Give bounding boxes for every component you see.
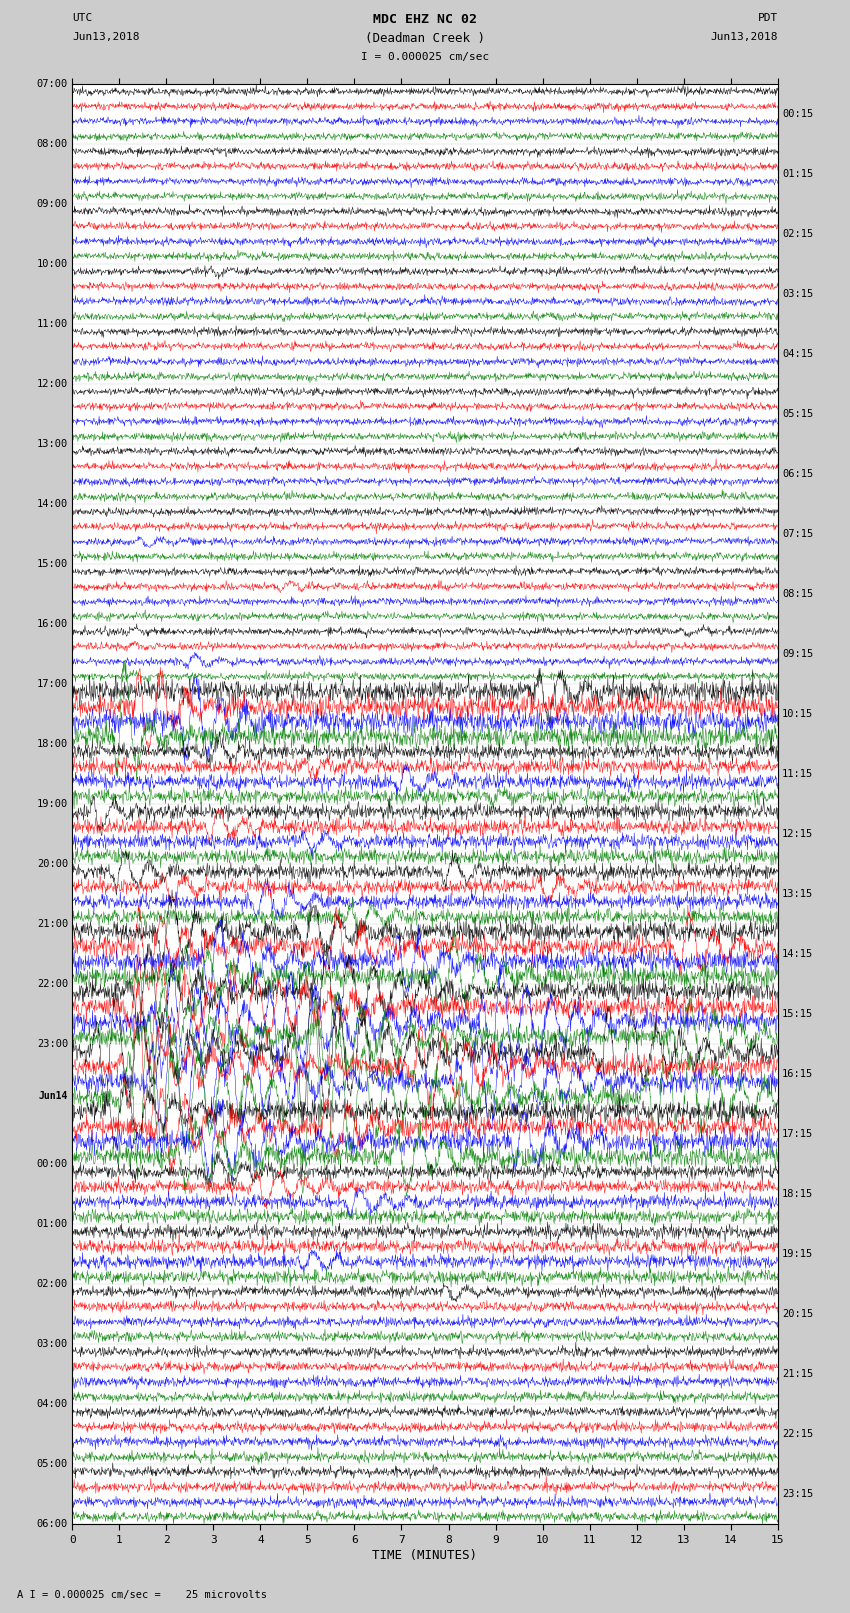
Text: 21:00: 21:00 <box>37 919 68 929</box>
Text: 02:00: 02:00 <box>37 1279 68 1289</box>
Text: 00:15: 00:15 <box>782 110 813 119</box>
Text: Jun13,2018: Jun13,2018 <box>72 32 139 42</box>
Text: 17:00: 17:00 <box>37 679 68 689</box>
Text: 08:15: 08:15 <box>782 589 813 598</box>
Text: 09:00: 09:00 <box>37 198 68 210</box>
Text: 12:15: 12:15 <box>782 829 813 839</box>
Text: Jun14: Jun14 <box>38 1090 68 1102</box>
Text: 16:15: 16:15 <box>782 1069 813 1079</box>
Text: 00:00: 00:00 <box>37 1160 68 1169</box>
Text: 21:15: 21:15 <box>782 1369 813 1379</box>
Text: 13:00: 13:00 <box>37 439 68 448</box>
Text: 04:15: 04:15 <box>782 348 813 360</box>
Text: 09:15: 09:15 <box>782 648 813 660</box>
Text: 20:15: 20:15 <box>782 1310 813 1319</box>
Text: 18:00: 18:00 <box>37 739 68 748</box>
Text: 22:15: 22:15 <box>782 1429 813 1439</box>
Text: 01:00: 01:00 <box>37 1219 68 1229</box>
Text: 14:15: 14:15 <box>782 948 813 960</box>
Text: 17:15: 17:15 <box>782 1129 813 1139</box>
Text: 07:15: 07:15 <box>782 529 813 539</box>
Text: 04:00: 04:00 <box>37 1398 68 1410</box>
Text: Jun13,2018: Jun13,2018 <box>711 32 778 42</box>
Text: 23:00: 23:00 <box>37 1039 68 1048</box>
Text: 05:15: 05:15 <box>782 410 813 419</box>
Text: 16:00: 16:00 <box>37 619 68 629</box>
Text: 02:15: 02:15 <box>782 229 813 239</box>
Text: 03:15: 03:15 <box>782 289 813 298</box>
Text: 05:00: 05:00 <box>37 1460 68 1469</box>
Text: 14:00: 14:00 <box>37 498 68 510</box>
Text: 10:15: 10:15 <box>782 710 813 719</box>
Text: 22:00: 22:00 <box>37 979 68 989</box>
Text: 01:15: 01:15 <box>782 169 813 179</box>
Text: UTC: UTC <box>72 13 93 23</box>
Text: 11:00: 11:00 <box>37 319 68 329</box>
Text: 10:00: 10:00 <box>37 260 68 269</box>
Text: PDT: PDT <box>757 13 778 23</box>
Text: 15:15: 15:15 <box>782 1010 813 1019</box>
Text: 15:00: 15:00 <box>37 560 68 569</box>
Text: 06:15: 06:15 <box>782 469 813 479</box>
Text: A I = 0.000025 cm/sec =    25 microvolts: A I = 0.000025 cm/sec = 25 microvolts <box>17 1590 267 1600</box>
Text: I = 0.000025 cm/sec: I = 0.000025 cm/sec <box>361 52 489 61</box>
Text: 19:00: 19:00 <box>37 798 68 810</box>
Text: 19:15: 19:15 <box>782 1248 813 1260</box>
Text: MDC EHZ NC 02: MDC EHZ NC 02 <box>373 13 477 26</box>
Text: (Deadman Creek ): (Deadman Creek ) <box>365 32 485 45</box>
Text: 11:15: 11:15 <box>782 769 813 779</box>
Text: 20:00: 20:00 <box>37 860 68 869</box>
Text: 18:15: 18:15 <box>782 1189 813 1198</box>
Text: 07:00: 07:00 <box>37 79 68 89</box>
Text: 12:00: 12:00 <box>37 379 68 389</box>
Text: 08:00: 08:00 <box>37 139 68 148</box>
Text: 23:15: 23:15 <box>782 1489 813 1498</box>
Text: 06:00: 06:00 <box>37 1519 68 1529</box>
Text: 13:15: 13:15 <box>782 889 813 898</box>
Text: 03:00: 03:00 <box>37 1339 68 1348</box>
X-axis label: TIME (MINUTES): TIME (MINUTES) <box>372 1548 478 1561</box>
